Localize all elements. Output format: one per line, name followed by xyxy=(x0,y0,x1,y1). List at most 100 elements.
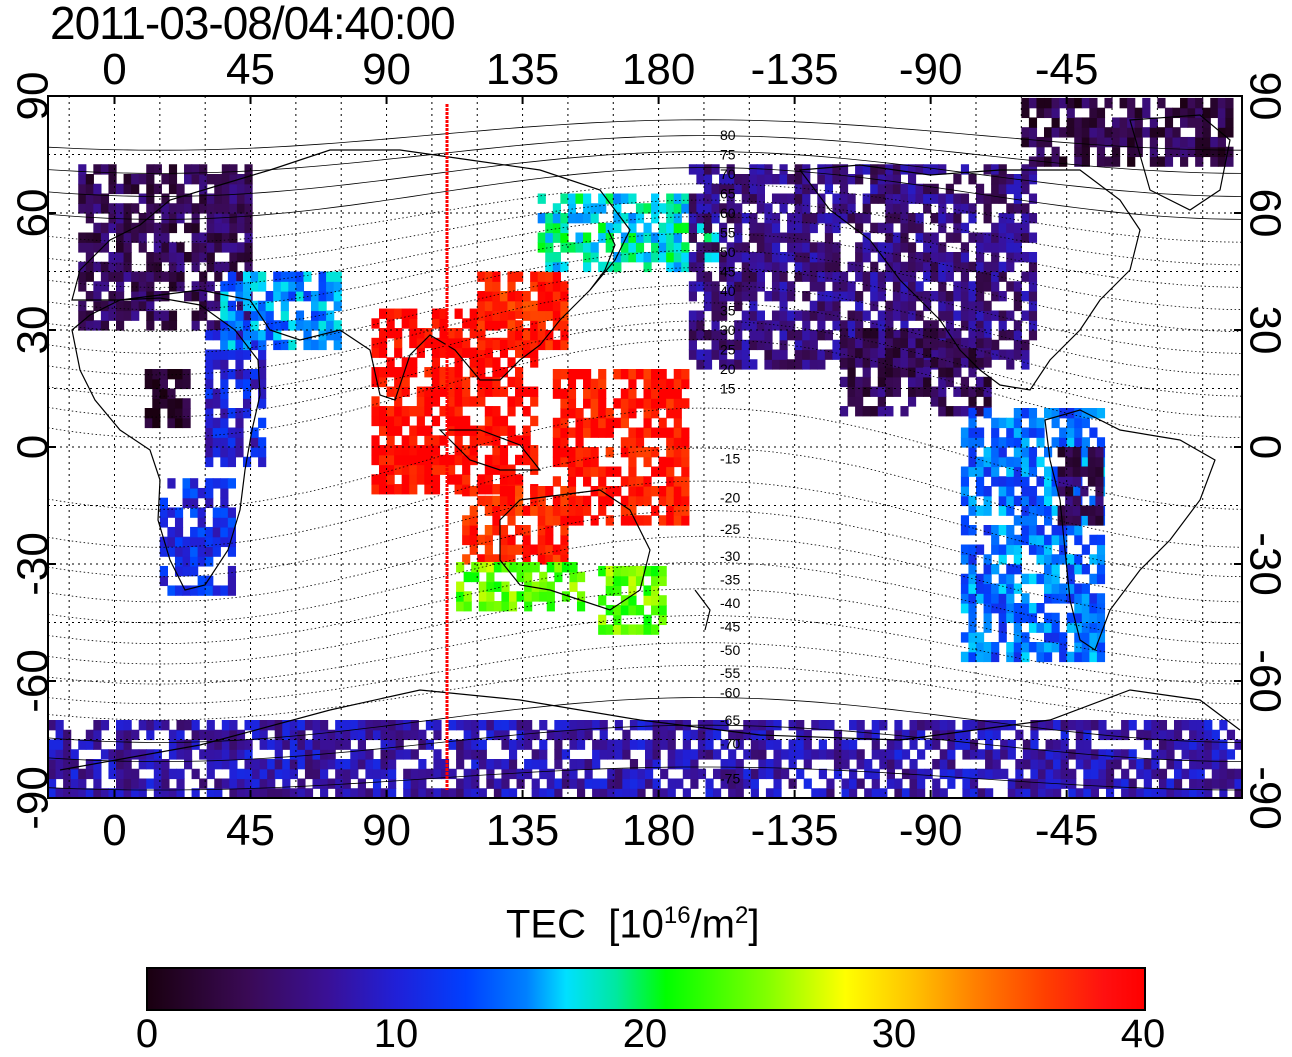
tec-cell xyxy=(892,386,902,397)
tec-cell xyxy=(1087,505,1096,516)
tec-cell xyxy=(560,300,569,312)
mag-lat-line xyxy=(48,302,1242,397)
tec-cell xyxy=(1081,97,1090,109)
tec-cell xyxy=(1196,768,1205,780)
tec-cell xyxy=(991,564,1000,575)
tec-cell xyxy=(1021,232,1030,243)
tec-cell xyxy=(167,526,176,538)
tec-cell xyxy=(628,437,637,448)
tec-cell xyxy=(1028,456,1038,468)
tec-cell xyxy=(456,749,465,760)
tec-cell xyxy=(242,456,252,468)
tec-cell xyxy=(605,486,614,497)
tec-cell xyxy=(545,300,554,312)
tec-cell xyxy=(750,778,759,789)
tec-cell xyxy=(159,378,168,390)
tec-cell xyxy=(424,435,433,446)
tec-cell xyxy=(1059,408,1068,419)
tec-cell xyxy=(741,339,750,351)
tec-cell xyxy=(378,425,388,436)
tec-cell xyxy=(168,261,178,273)
tec-cell xyxy=(1013,339,1022,351)
tec-cell xyxy=(1053,759,1062,770)
tec-cell xyxy=(637,720,646,731)
tec-cell xyxy=(561,768,571,780)
tec-cell xyxy=(469,445,478,456)
tec-cell xyxy=(524,729,533,741)
tec-cell xyxy=(1196,720,1205,731)
tec-cell xyxy=(492,415,501,427)
tec-cell xyxy=(841,749,850,760)
tec-cell xyxy=(424,328,433,339)
tec-cell xyxy=(431,337,441,349)
colorbar-title: TEC [1016/m2] xyxy=(506,902,759,947)
tec-cell xyxy=(386,357,395,368)
tec-cell xyxy=(289,749,298,760)
tec-cell xyxy=(734,252,743,263)
tec-cell xyxy=(205,478,214,489)
tec-cell xyxy=(552,388,561,399)
tec-cell xyxy=(1021,466,1030,477)
tec-cell xyxy=(425,720,435,731)
tec-cell xyxy=(1096,554,1106,565)
tec-cell xyxy=(877,357,886,368)
tec-cell xyxy=(998,320,1007,331)
tec-cell xyxy=(493,601,503,612)
tec-cell xyxy=(681,486,690,497)
tec-cell xyxy=(522,544,531,555)
tec-cell xyxy=(372,720,382,731)
tec-cell xyxy=(1157,127,1166,138)
mag-lat-line xyxy=(48,135,1242,174)
tec-cell xyxy=(900,281,909,292)
tec-cell xyxy=(212,349,221,360)
tec-cell xyxy=(584,759,593,770)
tec-cell xyxy=(824,174,834,185)
tec-cell xyxy=(673,437,682,448)
tec-cell xyxy=(244,174,253,185)
tec-cell xyxy=(515,376,524,388)
tec-cell xyxy=(877,174,886,185)
tec-cell xyxy=(424,396,433,407)
tec-cell xyxy=(123,310,132,321)
tec-cell xyxy=(1059,651,1068,663)
tec-cell xyxy=(371,396,380,407)
tec-cell xyxy=(1219,778,1228,789)
tec-cell xyxy=(975,456,985,468)
tec-cell xyxy=(802,349,811,360)
mag-lat-label: -20 xyxy=(720,490,740,506)
tec-cell xyxy=(864,768,873,780)
tec-cell xyxy=(394,337,403,349)
tec-cell xyxy=(953,406,962,417)
tec-cell xyxy=(159,398,168,409)
tec-region-japan-korea xyxy=(477,271,569,351)
tec-cell xyxy=(182,478,191,489)
tec-cell xyxy=(991,544,1000,555)
tec-cell xyxy=(833,759,843,770)
tec-cell xyxy=(734,339,743,351)
tec-cell xyxy=(567,378,577,390)
tec-cell xyxy=(499,310,509,321)
tec-cell xyxy=(628,398,637,409)
tec-cell xyxy=(794,271,803,282)
tec-cell xyxy=(197,556,206,567)
tec-cell xyxy=(1204,778,1213,789)
tec-cell xyxy=(454,376,463,388)
tec-cell xyxy=(688,349,697,360)
tec-cell xyxy=(220,388,229,399)
tec-cell xyxy=(583,476,592,487)
tec-cell xyxy=(915,222,924,234)
tec-cell xyxy=(409,406,418,417)
tec-cell xyxy=(673,486,682,497)
tec-cell xyxy=(915,310,924,321)
mag-lat-label: -55 xyxy=(720,665,740,681)
tec-cell xyxy=(968,603,977,614)
tec-cell xyxy=(809,242,818,253)
tec-cell xyxy=(259,768,268,780)
tec-cell xyxy=(440,768,450,780)
tec-cell xyxy=(598,398,607,409)
tec-cell xyxy=(1006,495,1015,507)
tec-cell xyxy=(1089,136,1098,148)
tec-cell xyxy=(388,788,397,798)
tec-cell xyxy=(214,778,223,789)
tec-cell xyxy=(174,585,184,596)
